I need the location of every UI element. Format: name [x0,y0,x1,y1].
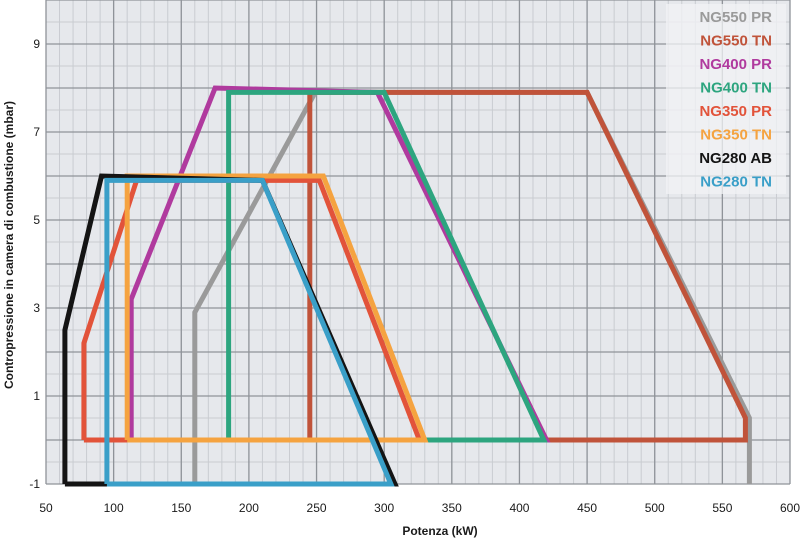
legend-entry: NG280 TN [700,174,772,191]
y-tick-label: 1 [33,389,40,403]
legend-background [666,4,786,194]
x-tick-label: 400 [509,501,529,515]
x-tick-labels: 50 100 150 200 250 300 350 400 450 500 550 600 [39,501,800,515]
y-tick-label: -1 [29,477,40,491]
x-tick-label: 50 [39,501,53,515]
x-tick-label: 200 [239,501,259,515]
legend-entry: NG400 TN [700,80,772,97]
y-tick-label: 7 [33,125,40,139]
legend-entry: NG350 TN [700,127,772,144]
x-tick-label: 150 [171,501,191,515]
series-line-ng350-tn [124,173,429,443]
y-tick-labels: -1 1 3 5 7 9 [29,37,40,491]
series-layer [62,85,752,487]
x-tick-label: 500 [645,501,665,515]
legend-entry: NG550 TN [700,33,772,50]
series-line-ng280-tn [104,177,395,487]
legend-entry: NG550 PR [699,9,772,26]
x-tick-label: 300 [374,501,394,515]
x-tick-label: 250 [307,501,327,515]
x-tick-label: 350 [442,501,462,515]
y-axis-label: Contropressione in camera di combustione… [2,101,16,389]
x-tick-label: 550 [712,501,732,515]
legend: NG550 PR NG550 TN NG400 PR NG400 TN NG350 PR… [666,4,786,194]
legend-entry: NG400 PR [699,56,772,73]
x-tick-label: 100 [104,501,124,515]
series-line-ng400-tn [226,89,548,443]
legend-entry: NG350 PR [699,103,772,120]
y-tick-label: 9 [33,37,40,51]
x-tick-label: 600 [780,501,800,515]
y-tick-label: 5 [33,213,40,227]
series-line-ng550-tn [307,89,748,443]
legend-entry: NG280 AB [699,150,772,167]
y-tick-label: 3 [33,301,40,315]
x-tick-label: 450 [577,501,597,515]
x-axis-label: Potenza (kW) [402,524,477,538]
